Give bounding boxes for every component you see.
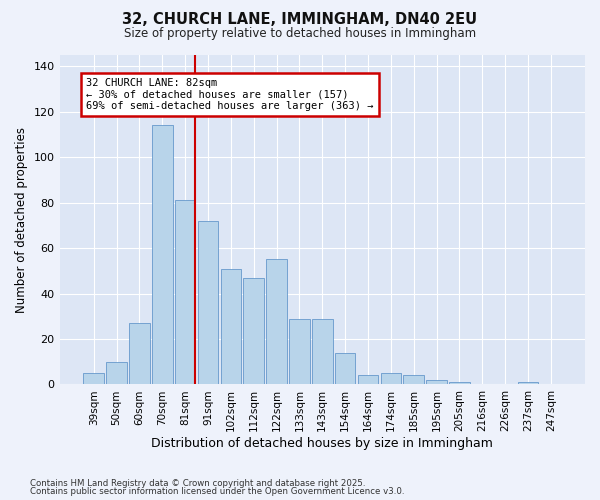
- Text: 32, CHURCH LANE, IMMINGHAM, DN40 2EU: 32, CHURCH LANE, IMMINGHAM, DN40 2EU: [122, 12, 478, 28]
- Bar: [266, 260, 287, 384]
- Bar: [312, 318, 332, 384]
- Bar: [426, 380, 447, 384]
- Bar: [380, 373, 401, 384]
- Bar: [221, 268, 241, 384]
- Bar: [335, 352, 355, 384]
- Bar: [289, 318, 310, 384]
- Bar: [358, 376, 378, 384]
- Text: 32 CHURCH LANE: 82sqm
← 30% of detached houses are smaller (157)
69% of semi-det: 32 CHURCH LANE: 82sqm ← 30% of detached …: [86, 78, 373, 112]
- Bar: [152, 126, 173, 384]
- Bar: [244, 278, 264, 384]
- Text: Size of property relative to detached houses in Immingham: Size of property relative to detached ho…: [124, 28, 476, 40]
- X-axis label: Distribution of detached houses by size in Immingham: Distribution of detached houses by size …: [151, 437, 493, 450]
- Bar: [106, 362, 127, 384]
- Bar: [449, 382, 470, 384]
- Bar: [129, 323, 150, 384]
- Text: Contains HM Land Registry data © Crown copyright and database right 2025.: Contains HM Land Registry data © Crown c…: [30, 478, 365, 488]
- Bar: [83, 373, 104, 384]
- Bar: [403, 376, 424, 384]
- Y-axis label: Number of detached properties: Number of detached properties: [15, 126, 28, 312]
- Bar: [175, 200, 196, 384]
- Bar: [518, 382, 538, 384]
- Text: Contains public sector information licensed under the Open Government Licence v3: Contains public sector information licen…: [30, 487, 404, 496]
- Bar: [198, 221, 218, 384]
